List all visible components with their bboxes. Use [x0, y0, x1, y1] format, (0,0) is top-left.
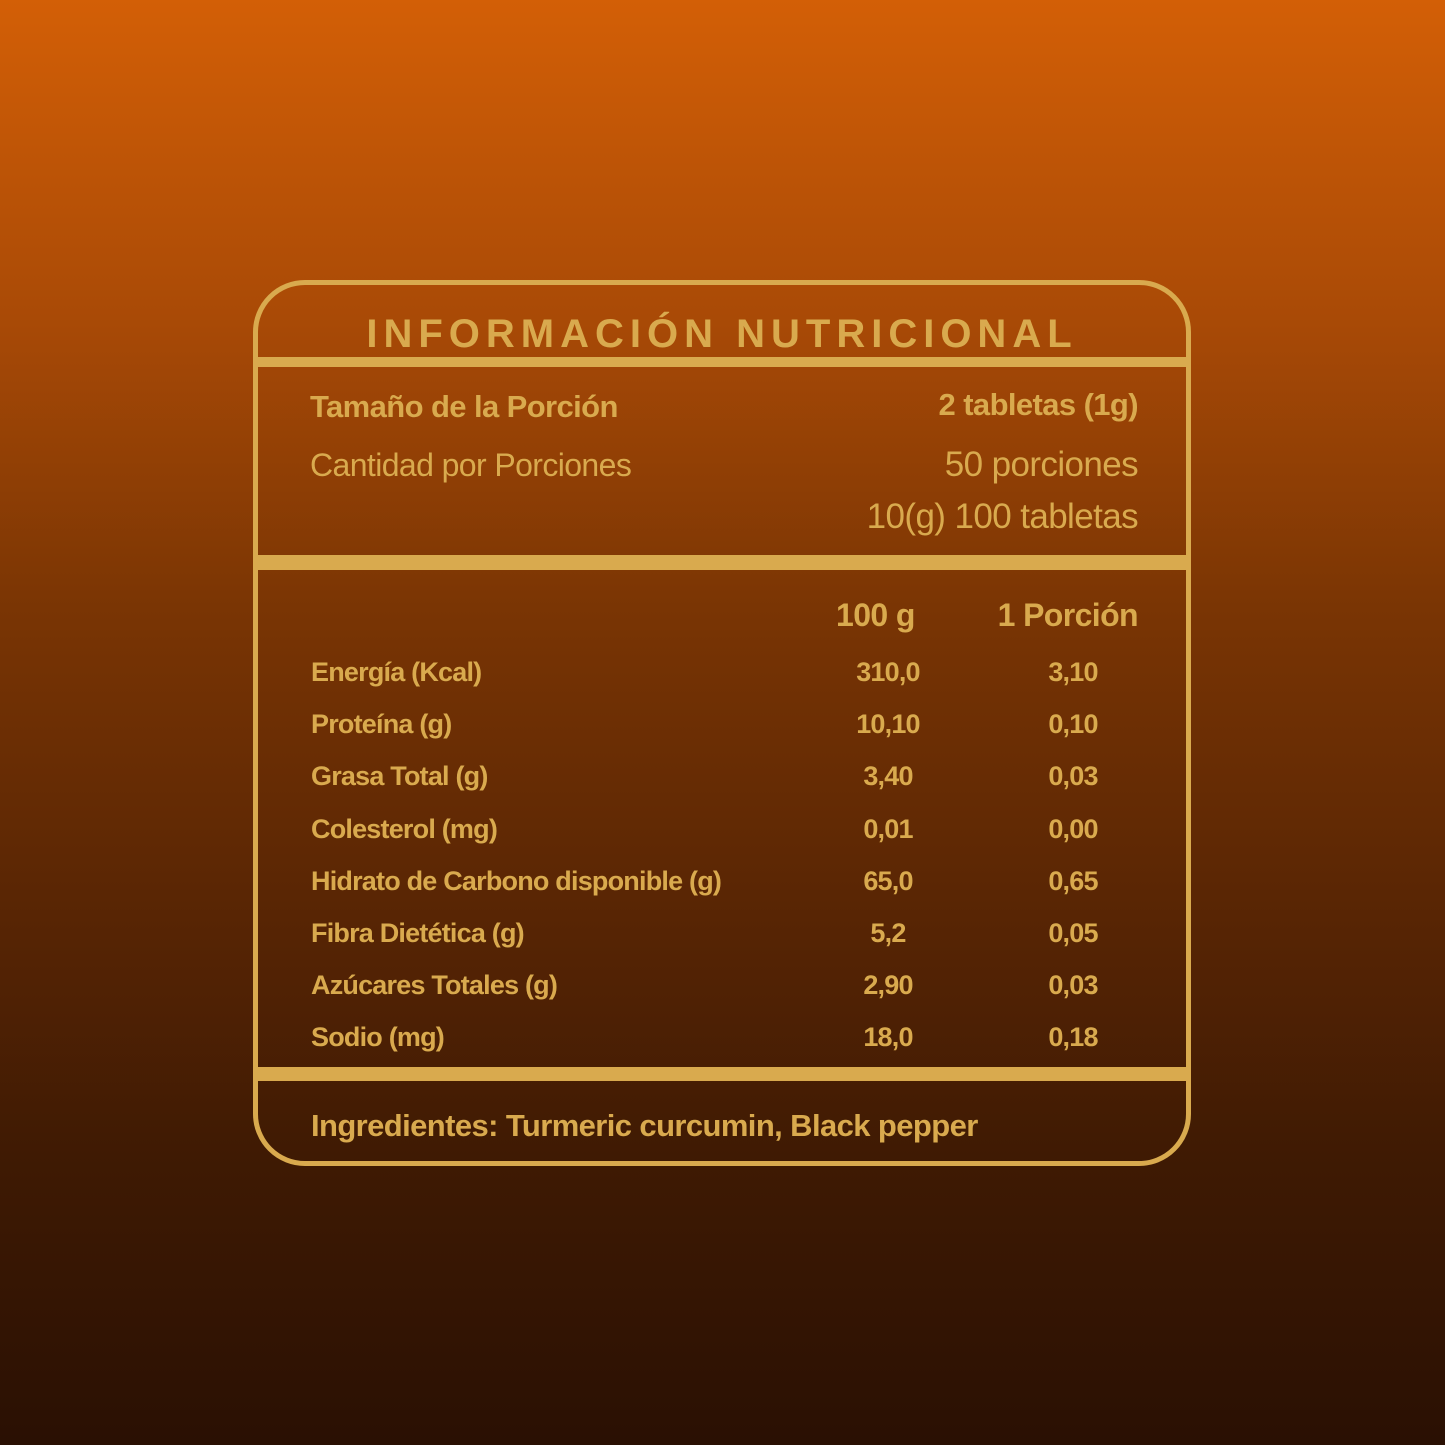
servings-count-value: 50 porciones	[944, 445, 1139, 484]
value-per-portion: 0,65	[1048, 865, 1098, 896]
column-header-portion: 1 Porción	[997, 597, 1139, 633]
value-per-portion: 0,18	[1048, 1022, 1098, 1053]
divider	[258, 1067, 1186, 1081]
nutrient-label: Colesterol (mg)	[311, 813, 498, 844]
nutrient-label: Fibra Dietética (g)	[311, 918, 525, 948]
nutrient-label: Azúcares Totales (g)	[311, 970, 558, 1001]
nutrient-label: Proteína (g)	[311, 709, 452, 740]
column-header-100g: 100 g	[836, 597, 915, 633]
value-per-100g: 310,0	[856, 657, 920, 687]
value-per-100g: 65,0	[863, 865, 913, 896]
value-per-100g: 0,01	[863, 813, 913, 844]
servings-count-label: Cantidad por Porciones	[310, 447, 632, 483]
value-per-portion: 0,05	[1048, 918, 1098, 948]
value-per-100g: 3,40	[863, 761, 913, 792]
nutrient-label: Energía (Kcal)	[311, 657, 482, 687]
nutrient-label: Hidrato de Carbono disponible (g)	[311, 865, 722, 896]
nutrition-label: INFORMACIÓN NUTRICIONAL Tamaño de la Por…	[253, 280, 1191, 1166]
serving-size-value: 2 tabletas (1g)	[938, 387, 1139, 422]
table-row: Azúcares Totales (g) 2,90 0,03	[258, 970, 1186, 1010]
table-row: Hidrato de Carbono disponible (g) 65,0 0,6…	[258, 866, 1186, 906]
value-per-portion: 3,10	[1048, 657, 1098, 687]
value-per-100g: 2,90	[863, 970, 913, 1001]
table-row: Energía (Kcal) 310,0 3,10	[258, 657, 1186, 697]
serving-size-label: Tamaño de la Porción	[310, 389, 618, 424]
value-per-portion: 0,03	[1048, 761, 1098, 792]
table-row: Colesterol (mg) 0,01 0,00	[258, 814, 1186, 854]
value-per-portion: 0,00	[1048, 813, 1098, 844]
value-per-100g: 18,0	[863, 1022, 913, 1053]
value-per-100g: 10,10	[856, 709, 920, 740]
divider	[258, 357, 1186, 367]
value-per-portion: 0,10	[1048, 709, 1098, 740]
table-row: Sodio (mg) 18,0 0,18	[258, 1022, 1186, 1062]
divider	[258, 555, 1186, 570]
value-per-portion: 0,03	[1048, 970, 1098, 1001]
label-title: INFORMACIÓN NUTRICIONAL	[366, 312, 1078, 356]
table-row: Proteína (g) 10,10 0,10	[258, 709, 1186, 749]
nutrient-label: Grasa Total (g)	[311, 761, 488, 792]
table-row: Grasa Total (g) 3,40 0,03	[258, 761, 1186, 801]
servings-total-value: 10(g) 100 tabletas	[866, 497, 1139, 536]
nutrient-label: Sodio (mg)	[311, 1022, 445, 1053]
value-per-100g: 5,2	[870, 918, 906, 948]
ingredients-text: Ingredientes: Turmeric curcumin, Black p…	[311, 1108, 978, 1143]
table-row: Fibra Dietética (g) 5,2 0,05	[258, 918, 1186, 958]
